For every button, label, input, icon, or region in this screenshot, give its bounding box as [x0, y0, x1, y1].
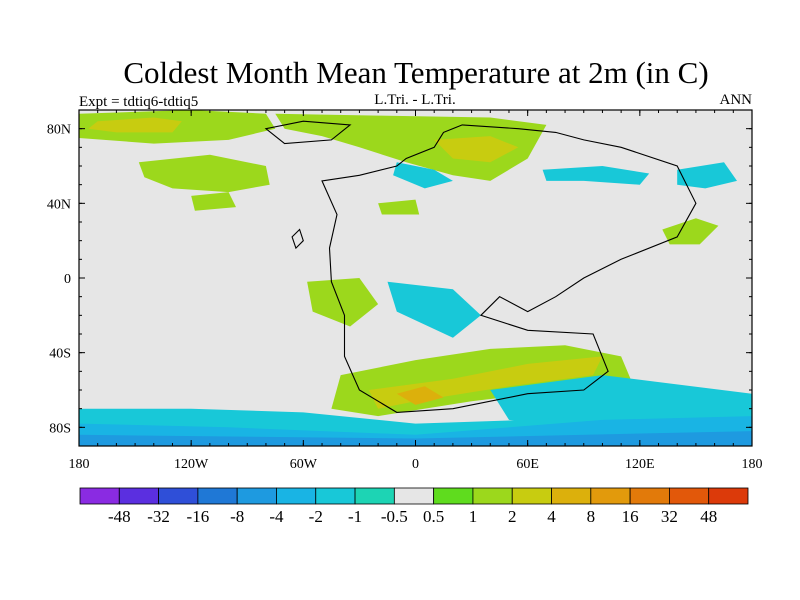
region-arctic-cool	[393, 162, 453, 189]
x-tick-label: 180	[742, 457, 763, 472]
colorbar-label: 48	[700, 507, 717, 526]
colorbar-label: -4	[269, 507, 284, 526]
y-tick-label: 40S	[49, 347, 71, 362]
colorbar-swatch	[393, 487, 435, 505]
y-tick-label: 80S	[49, 421, 71, 436]
colorbar-label: -0.5	[381, 507, 408, 526]
region-siberia-cool	[542, 166, 650, 185]
colorbar-swatch	[79, 487, 120, 505]
x-tick-label: 180	[69, 457, 90, 472]
colorbar-swatch	[472, 487, 513, 505]
colorbar-swatch	[315, 487, 356, 505]
colorbar-swatch	[118, 487, 159, 505]
coastline-continent-outline	[321, 124, 697, 413]
colorbar-swatch	[511, 487, 552, 505]
y-tick-label: 80N	[47, 123, 71, 138]
region-tropics-patch	[307, 278, 379, 327]
colorbar-swatch	[276, 487, 317, 505]
axes: 180 120W 60W 0 60E 120E 180 80N 40N 0 40S 80S	[47, 110, 763, 472]
chart-title: Coldest Month Mean Temperature at 2m (in…	[123, 55, 708, 90]
colorbar-swatch	[433, 487, 474, 505]
colorbar-swatch	[354, 487, 395, 505]
colorbar-swatch	[629, 487, 670, 505]
coastline-island-north	[264, 120, 352, 145]
coastlines	[264, 120, 697, 413]
region-canada-patch	[138, 154, 270, 193]
colorbar-swatch	[669, 487, 710, 505]
colorbar-label: -16	[187, 507, 210, 526]
colorbar: -48 -32 -16 -8 -4 -2 -1 -0.5 0.5 1 2 4 8 16 32 48	[79, 487, 749, 526]
colorbar-swatch	[197, 487, 238, 505]
colorbar-label: 1	[469, 507, 478, 526]
colorbar-label: 2	[508, 507, 517, 526]
x-tick-label: 0	[412, 457, 419, 472]
colorbar-label: -1	[348, 507, 362, 526]
colorbar-label: -8	[230, 507, 244, 526]
region-south-warm	[396, 386, 444, 405]
x-tick-label: 60W	[290, 457, 318, 472]
region-arctic-core-west	[88, 117, 182, 133]
colorbar-label: 16	[622, 507, 639, 526]
colorbar-label: -32	[147, 507, 170, 526]
x-tick-label: 120E	[625, 457, 655, 472]
subtitle-center: L.Tri. - L.Tri.	[374, 92, 455, 108]
colorbar-swatch	[708, 487, 749, 505]
temperature-regions	[79, 110, 752, 446]
colorbar-label: 32	[661, 507, 678, 526]
region-arctic-core-east	[434, 136, 519, 163]
region-tropics-cool	[387, 281, 481, 338]
colorbar-label: -48	[108, 507, 131, 526]
region-asia-east-cool	[677, 162, 737, 189]
coastline-island-west	[291, 228, 304, 250]
x-tick-label: 60E	[516, 457, 539, 472]
colorbar-swatch	[236, 487, 277, 505]
colorbar-label: 8	[587, 507, 596, 526]
colorbar-swatch	[590, 487, 631, 505]
colorbar-swatch	[158, 487, 199, 505]
region-pacific-north-patch	[191, 192, 236, 211]
region-antarctic-core	[79, 431, 752, 446]
x-tick-label: 120W	[174, 457, 209, 472]
y-tick-label: 40N	[47, 197, 71, 212]
colorbar-label: 4	[547, 507, 556, 526]
subtitle-right: ANN	[720, 92, 753, 108]
colorbar-label: -2	[309, 507, 323, 526]
region-southeast-patch	[662, 218, 719, 245]
colorbar-swatch	[551, 487, 592, 505]
subtitle-left: Expt = tdtiq6-tdtiq5	[79, 94, 198, 110]
y-tick-label: 0	[64, 272, 71, 287]
colorbar-label: 0.5	[423, 507, 444, 526]
region-europe-patch	[378, 199, 420, 215]
